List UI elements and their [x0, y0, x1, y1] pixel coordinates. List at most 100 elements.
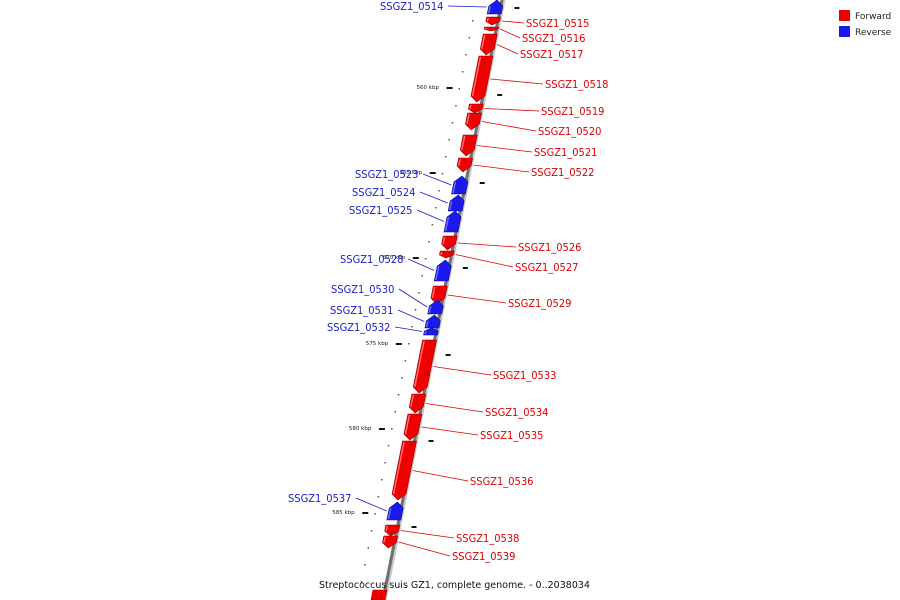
gene-feature	[433, 259, 452, 282]
gene-feature	[439, 250, 455, 259]
gene-label: SSGZ1_0538	[456, 532, 519, 545]
gene-feature	[391, 440, 417, 501]
minor-tick	[468, 37, 471, 39]
gene-feature	[456, 157, 474, 173]
gene-bevel	[461, 135, 466, 151]
gene-label: SSGZ1_0525	[349, 204, 412, 217]
gene-leader	[394, 326, 423, 332]
gene-feature	[441, 235, 458, 251]
gene-arrow	[423, 327, 439, 336]
gene-label: SSGZ1_0531	[330, 304, 393, 317]
gene-label: SSGZ1_0515	[526, 17, 589, 30]
minor-tick	[407, 343, 410, 345]
gene-label: SSGZ1_0519	[541, 105, 604, 118]
major-tick	[462, 267, 468, 269]
gene-label: SSGZ1_0536	[470, 475, 533, 488]
minor-tick	[374, 513, 376, 515]
gene-label: SSGZ1_0535	[480, 429, 543, 442]
gene-label: SSGZ1_0539	[452, 550, 515, 563]
gene-leader	[447, 5, 487, 8]
minor-tick	[370, 530, 373, 532]
gene-bevel	[481, 34, 486, 50]
minor-tick	[414, 309, 417, 311]
gene-leader	[501, 20, 525, 24]
gene-feature	[430, 285, 448, 305]
minor-tick	[424, 258, 427, 260]
legend-reverse-label: Reverse	[855, 28, 892, 38]
gene-features	[370, 0, 504, 600]
minor-ticks	[360, 20, 474, 583]
gene-feature	[465, 112, 482, 131]
gene-arrow	[424, 314, 441, 329]
gene-leader	[433, 366, 492, 376]
gene-feature	[447, 194, 465, 212]
gene-arrow	[412, 339, 437, 394]
gene-leader	[490, 78, 544, 85]
gene-feature	[386, 501, 404, 521]
gene-label: SSGZ1_0532	[327, 321, 390, 334]
gene-leader	[400, 530, 455, 539]
gene-leader	[398, 288, 428, 308]
gene-leader	[455, 254, 514, 268]
minor-tick	[465, 54, 467, 56]
gene-arrow	[485, 16, 501, 26]
gene-label: SSGZ1_0522	[531, 166, 594, 179]
tick-label: 565 kbp	[400, 170, 423, 176]
gene-arrow	[439, 250, 455, 259]
gene-arrow	[384, 524, 401, 537]
minor-tick	[397, 394, 400, 396]
gene-arrow	[451, 175, 469, 195]
gene-feature	[427, 299, 444, 315]
tick-label: 585 kbp	[332, 510, 355, 516]
gene-bevel	[469, 104, 472, 110]
minor-tick	[364, 564, 366, 566]
gene-feature	[459, 134, 478, 157]
gene-arrow	[427, 299, 444, 315]
gene-bevel	[410, 394, 415, 408]
gene-feature	[485, 16, 501, 26]
gene-arrow	[443, 210, 462, 233]
minor-tick	[367, 547, 370, 549]
gene-leader	[397, 309, 425, 322]
gene-arrow	[468, 103, 484, 114]
gene-arrow	[486, 0, 504, 15]
gene-label: SSGZ1_0534	[485, 406, 548, 419]
gene-bevel	[428, 305, 432, 314]
gene-bevel	[487, 5, 492, 14]
major-tick	[497, 94, 503, 96]
gene-arrow	[441, 235, 458, 251]
gene-arrow	[370, 589, 388, 600]
gene-label: SSGZ1_0516	[522, 32, 585, 45]
gene-arrow	[382, 535, 399, 549]
minor-tick	[448, 139, 450, 141]
gene-label: SSGZ1_0524	[352, 186, 415, 199]
gene-labels: SSGZ1_0514 SSGZ1_0515 SSGZ1_0516 SSGZ1_0517…	[288, 0, 608, 563]
gene-feature	[384, 524, 401, 537]
gene-label: SSGZ1_0514	[380, 0, 443, 13]
gene-arrow	[408, 393, 427, 414]
gene-bevel	[452, 181, 457, 194]
gene-feature	[424, 314, 441, 329]
gene-bevel	[442, 236, 446, 245]
minor-tick	[431, 224, 434, 226]
gene-bevel	[457, 158, 461, 167]
minor-tick	[461, 71, 464, 73]
gene-arrow	[456, 157, 474, 173]
gene-leader	[497, 44, 519, 55]
minor-tick	[451, 122, 454, 124]
gene-arrow	[430, 285, 448, 305]
minor-tick	[441, 173, 444, 175]
gene-leader	[422, 173, 452, 186]
gene-feature	[468, 103, 484, 114]
gene-arrow	[447, 194, 465, 212]
gene-leader	[473, 164, 530, 173]
gene-label: SSGZ1_0533	[493, 369, 556, 382]
gene-feature	[486, 0, 504, 15]
minor-tick	[458, 88, 461, 90]
minor-tick	[445, 156, 447, 158]
gene-label: SSGZ1_0526	[518, 241, 581, 254]
gene-feature	[451, 175, 469, 195]
major-tick	[429, 172, 436, 174]
gene-leader	[407, 258, 435, 271]
